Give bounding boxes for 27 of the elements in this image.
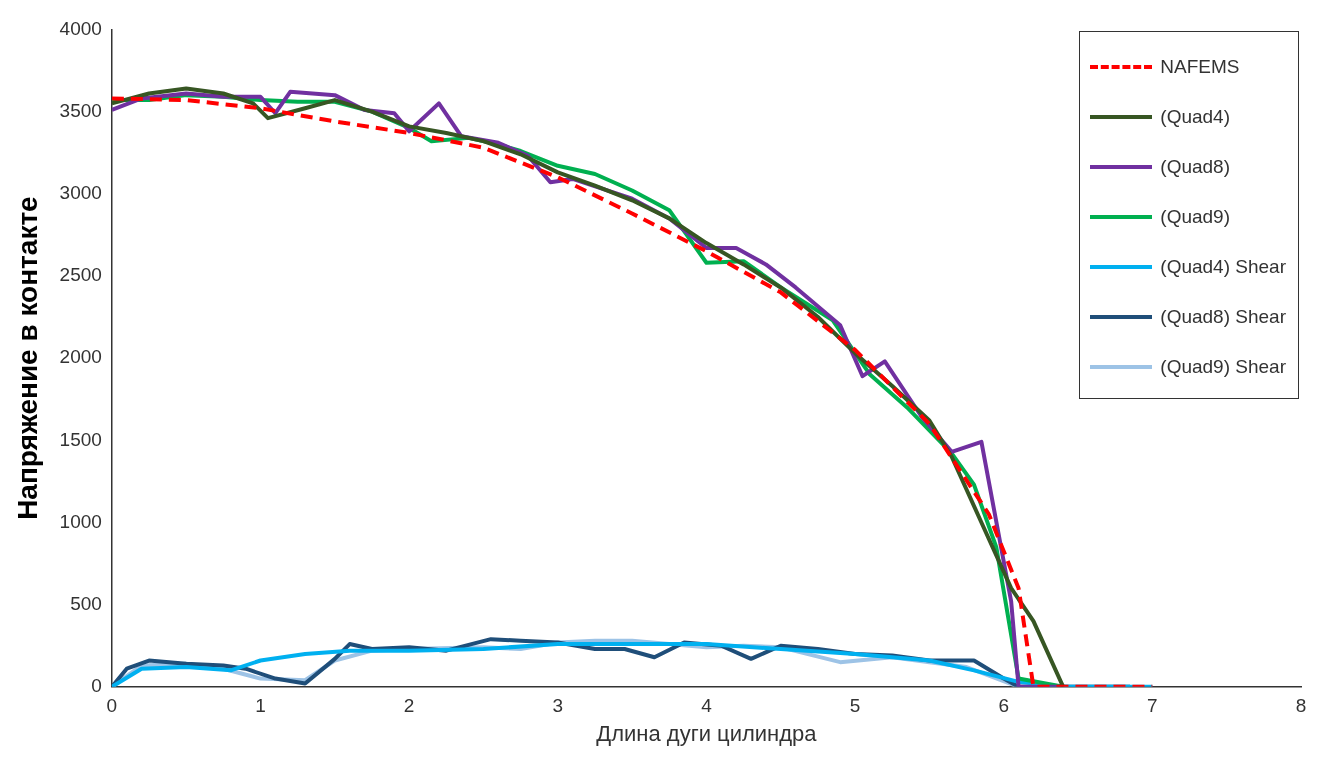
y-tick-label: 500 (70, 592, 102, 614)
y-tick-label: 3500 (59, 99, 102, 121)
y-tick-label: 4000 (59, 17, 102, 39)
y-tick-label: 2500 (59, 264, 102, 286)
x-tick-label: 5 (849, 695, 861, 717)
x-tick-label: 7 (1147, 695, 1158, 717)
x-tick-label: 0 (106, 695, 118, 717)
legend-label: (Quad8) (1160, 156, 1231, 179)
x-tick-label: 6 (998, 695, 1010, 717)
x-tick-label: 1 (255, 695, 266, 717)
y-tick-label: 3000 (59, 181, 102, 203)
y-tick-label: 1500 (59, 428, 102, 450)
x-tick-label: 2 (403, 695, 415, 717)
legend-label: (Quad4) Shear (1160, 256, 1286, 279)
legend-label: (Quad4) (1160, 106, 1231, 129)
y-tick-label: 1000 (59, 510, 102, 532)
legend-label: NAFEMS (1160, 56, 1240, 79)
legend-label: (Quad9) (1160, 206, 1231, 229)
x-axis-title: Длина дуги цилиндра (596, 720, 818, 746)
legend-label: (Quad8) Shear (1160, 306, 1286, 329)
legend-label: (Quad9) Shear (1160, 356, 1286, 379)
y-axis-title: Напряжение в контакте (11, 196, 43, 520)
x-tick-label: 3 (552, 695, 564, 717)
y-tick-label: 0 (91, 675, 102, 697)
x-tick-label: 4 (701, 695, 713, 717)
y-tick-label: 2000 (59, 346, 102, 368)
x-tick-label: 8 (1295, 695, 1307, 717)
